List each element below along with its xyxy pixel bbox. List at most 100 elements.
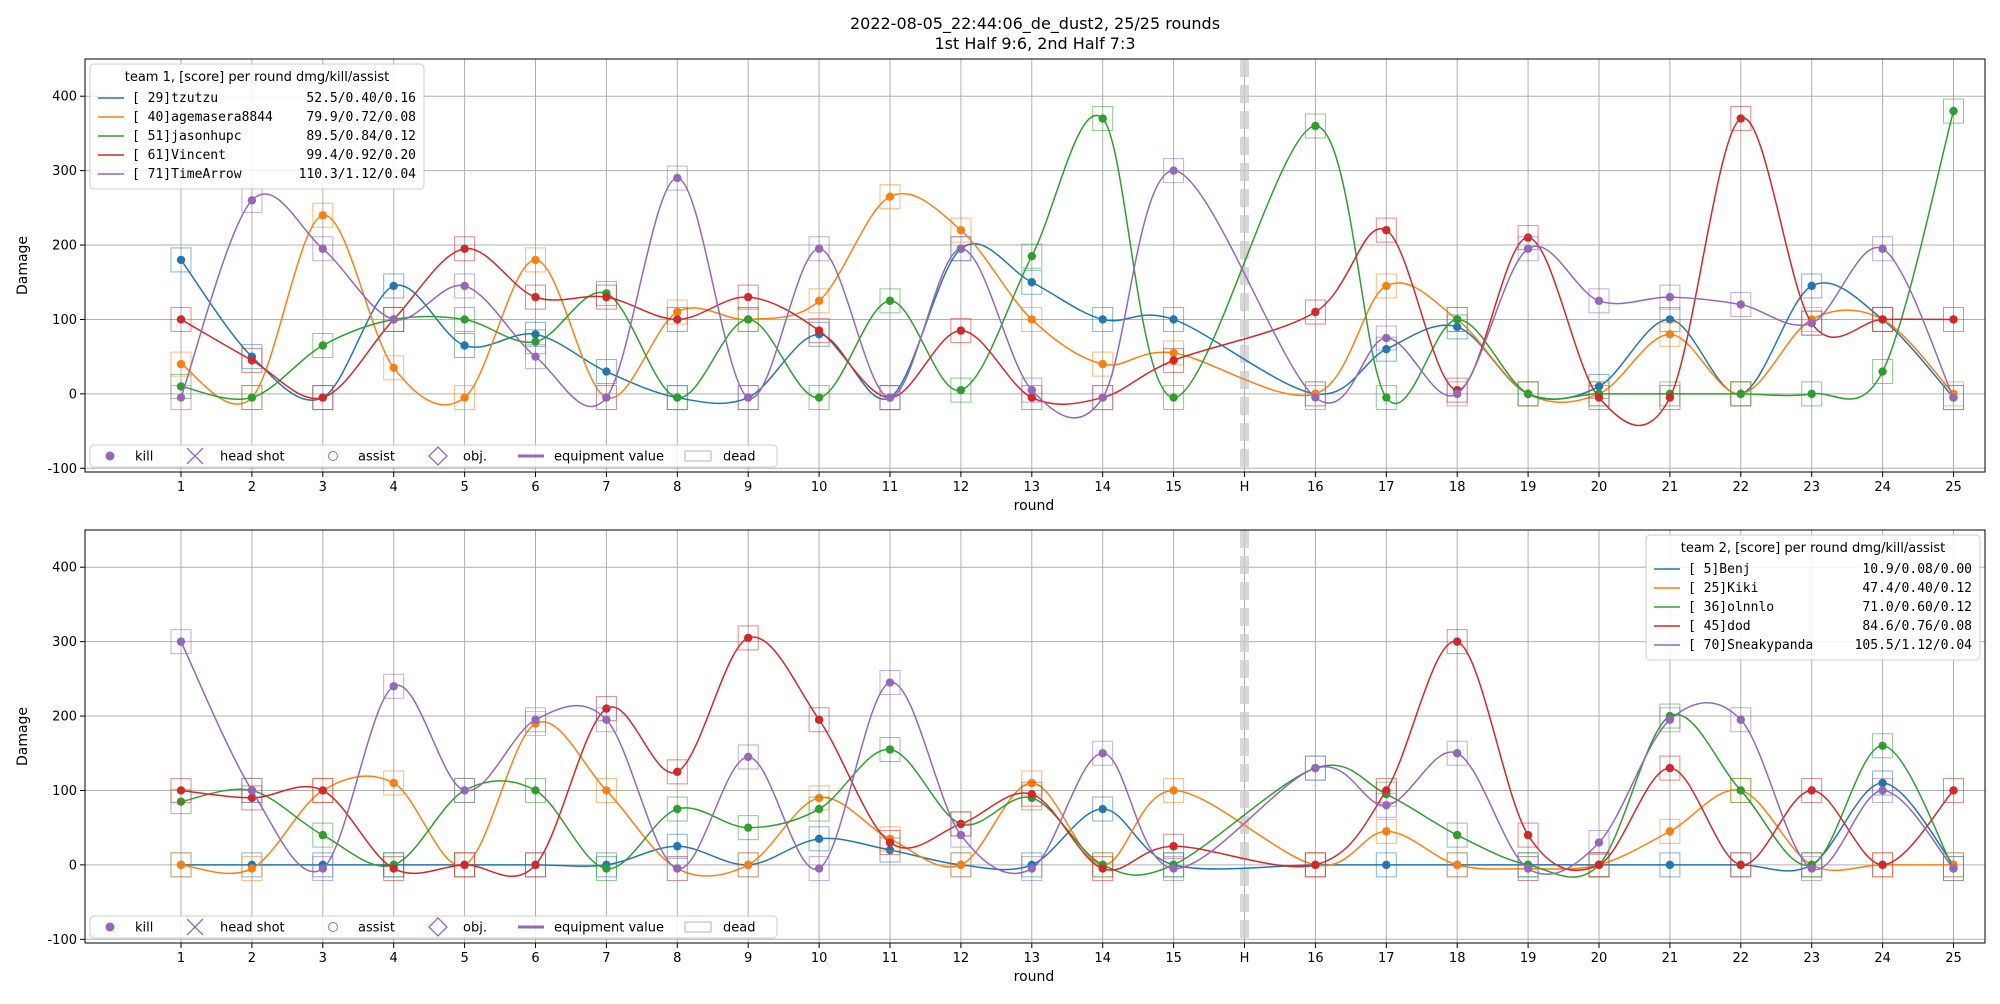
x-tick-label: 13 bbox=[1024, 951, 1041, 966]
round-point bbox=[247, 393, 257, 402]
x-tick-label: 16 bbox=[1307, 480, 1324, 495]
y-tick-label: 300 bbox=[52, 164, 77, 179]
round-box bbox=[666, 856, 688, 882]
obj-label: obj. bbox=[463, 921, 487, 936]
series-line-0 bbox=[180, 242, 1955, 405]
round-box bbox=[950, 852, 972, 878]
round-point bbox=[673, 804, 682, 814]
legend-entry-name: [ 51]jasonhupc bbox=[132, 129, 242, 144]
round-box bbox=[950, 318, 972, 344]
round-box bbox=[666, 385, 688, 411]
round-point bbox=[460, 786, 469, 795]
round-point bbox=[1169, 356, 1178, 365]
round-box bbox=[1304, 113, 1326, 139]
round-box bbox=[737, 815, 759, 841]
round-point bbox=[885, 192, 895, 201]
round-box bbox=[1872, 852, 1894, 878]
round-point bbox=[318, 830, 327, 840]
round-box bbox=[454, 306, 476, 332]
round-box bbox=[1801, 381, 1823, 407]
round-point bbox=[673, 842, 682, 851]
round-point bbox=[673, 173, 682, 183]
round-box bbox=[737, 385, 759, 411]
round-point bbox=[1594, 393, 1604, 402]
round-point bbox=[1736, 715, 1746, 724]
round-point bbox=[814, 804, 824, 814]
x-tick-label: 6 bbox=[531, 951, 539, 966]
round-box bbox=[1588, 385, 1610, 411]
round-box bbox=[1659, 284, 1681, 310]
round-point bbox=[602, 367, 611, 376]
round-box bbox=[454, 385, 476, 411]
round-point bbox=[1736, 860, 1746, 870]
axes-frame bbox=[84, 58, 1986, 473]
round-point bbox=[814, 244, 824, 253]
round-box bbox=[454, 273, 476, 299]
round-point bbox=[1949, 864, 1958, 873]
x-tick-label: 5 bbox=[460, 480, 468, 495]
y-tick-label: 400 bbox=[52, 561, 77, 576]
x-tick-label: 16 bbox=[1307, 951, 1324, 966]
x-tick-label: 7 bbox=[602, 480, 610, 495]
round-point bbox=[1523, 233, 1533, 242]
round-point bbox=[460, 341, 469, 350]
legend-entry-name: [ 29]tzutzu bbox=[132, 91, 218, 106]
round-box bbox=[383, 306, 405, 332]
round-box bbox=[1163, 347, 1185, 373]
round-box bbox=[170, 306, 192, 332]
round-box bbox=[241, 777, 263, 803]
x-tick-label: 9 bbox=[744, 951, 752, 966]
round-point bbox=[744, 633, 753, 643]
round-box bbox=[1872, 236, 1894, 262]
round-box bbox=[950, 236, 972, 262]
round-box bbox=[1943, 777, 1964, 803]
round-point bbox=[744, 860, 753, 870]
round-point bbox=[389, 281, 398, 291]
round-point bbox=[531, 337, 540, 346]
x-tick-label: 25 bbox=[1945, 951, 1962, 966]
y-tick-label: 100 bbox=[52, 784, 77, 799]
round-point bbox=[389, 864, 398, 873]
round-box bbox=[1446, 822, 1468, 848]
round-point bbox=[1027, 778, 1037, 788]
kill-label: kill bbox=[135, 450, 153, 465]
round-box bbox=[879, 830, 901, 856]
round-box bbox=[1730, 106, 1752, 132]
round-point bbox=[673, 307, 682, 317]
y-tick-label: 100 bbox=[52, 313, 77, 328]
x-tick-label: 18 bbox=[1449, 951, 1466, 966]
round-point bbox=[1311, 763, 1320, 773]
x-tick-label: 7 bbox=[602, 951, 610, 966]
legend-entry-stats: 10.9/0.08/0.00 bbox=[1862, 562, 1972, 577]
round-box bbox=[1375, 273, 1397, 299]
round-point bbox=[318, 864, 327, 873]
round-point bbox=[1169, 842, 1178, 851]
dead-label: dead bbox=[723, 921, 755, 936]
x-tick-label: 25 bbox=[1945, 480, 1962, 495]
round-point bbox=[1949, 393, 1958, 402]
round-point bbox=[602, 704, 611, 713]
round-point bbox=[1453, 389, 1462, 399]
round-box bbox=[525, 344, 546, 370]
round-box bbox=[1446, 381, 1468, 407]
series-line-2 bbox=[180, 713, 1955, 878]
round-box bbox=[241, 385, 263, 411]
round-point bbox=[1665, 393, 1675, 402]
round-box bbox=[170, 852, 192, 878]
round-box bbox=[1375, 217, 1397, 243]
round-box bbox=[1092, 385, 1114, 411]
x-tick-label: 11 bbox=[882, 480, 899, 495]
round-point bbox=[247, 196, 257, 205]
round-box bbox=[1517, 236, 1539, 262]
x-tick-label: 24 bbox=[1874, 480, 1891, 495]
round-point bbox=[318, 341, 327, 350]
x-tick-label: 15 bbox=[1165, 480, 1182, 495]
round-box bbox=[808, 826, 830, 852]
round-point bbox=[1453, 749, 1462, 758]
round-box bbox=[808, 707, 830, 733]
round-point bbox=[1949, 106, 1958, 116]
round-box bbox=[666, 759, 688, 785]
round-box bbox=[1092, 306, 1114, 332]
round-box bbox=[170, 629, 192, 655]
round-point bbox=[814, 834, 824, 844]
